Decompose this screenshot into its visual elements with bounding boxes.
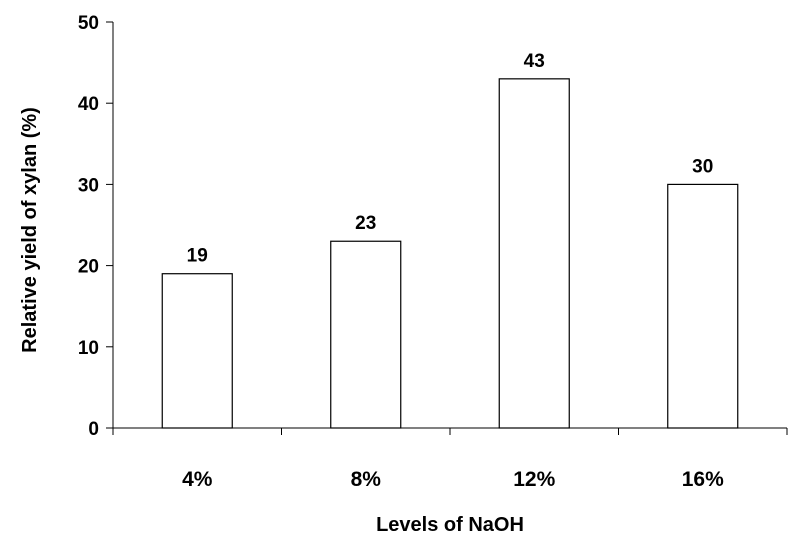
y-tick-label: 10	[78, 338, 99, 359]
x-axis-title: Levels of NaOH	[376, 514, 524, 536]
x-category-label: 4%	[182, 468, 213, 491]
y-axis: 0 10 20 30 40 50	[78, 13, 114, 440]
x-category-label: 12%	[513, 468, 555, 491]
y-tick-label: 50	[78, 13, 99, 34]
bar-value-label: 30	[692, 156, 713, 177]
bar-value-label: 43	[524, 51, 545, 72]
bar	[667, 183, 739, 429]
y-axis-title: Relative yield of xylan (%)	[19, 107, 41, 353]
y-tick-label: 30	[78, 175, 99, 196]
x-axis: 4% 8% 12% 16%	[112, 427, 788, 491]
bar	[161, 273, 233, 429]
bar-value-label: 19	[187, 246, 208, 267]
bars	[161, 78, 739, 429]
bar	[330, 240, 402, 429]
data-labels: 19 23 43 30	[187, 51, 714, 267]
x-category-label: 8%	[351, 468, 382, 491]
bar-value-label: 23	[355, 213, 376, 234]
y-tick-label: 0	[88, 419, 99, 440]
x-category-label: 16%	[682, 468, 724, 491]
y-tick-label: 20	[78, 257, 99, 278]
y-tick-label: 40	[78, 94, 99, 115]
bar	[498, 78, 570, 429]
